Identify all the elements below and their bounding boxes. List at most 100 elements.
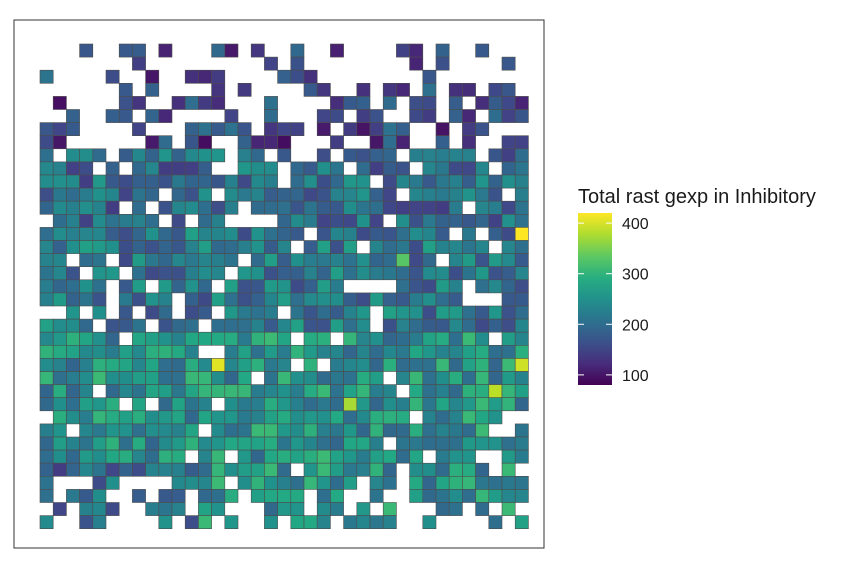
heatmap-tile [264, 410, 278, 425]
legend-tick-label: 400 [622, 216, 649, 233]
heatmap-tile [66, 305, 80, 320]
heatmap-tile [409, 489, 424, 503]
heatmap-tile [514, 305, 529, 320]
heatmap-tile [435, 371, 450, 385]
heatmap-tile [396, 318, 410, 333]
heatmap-tile [132, 436, 146, 451]
heatmap-tile [501, 344, 516, 359]
heatmap-tile [501, 462, 516, 477]
heatmap-tile [475, 384, 490, 399]
heatmap-tile [422, 397, 437, 412]
heatmap-tile [79, 161, 94, 176]
heatmap-tile [475, 489, 490, 503]
heatmap-tile [303, 292, 318, 307]
heatmap-tile [343, 410, 358, 425]
heatmap-tile [382, 423, 397, 438]
heatmap-tile [105, 502, 120, 516]
heatmap-tile [448, 109, 463, 123]
heatmap-tile [277, 187, 292, 202]
heatmap-tile [382, 253, 397, 268]
heatmap-tile [448, 384, 463, 399]
heatmap-tile [184, 371, 199, 385]
heatmap-tile [356, 148, 371, 163]
heatmap-tile [409, 462, 424, 477]
heatmap-tile [66, 292, 80, 307]
heatmap-tile [237, 397, 252, 412]
heatmap-tile [475, 266, 490, 281]
heatmap-tile [145, 436, 160, 451]
heatmap-tile [118, 358, 133, 372]
heatmap-tile [66, 161, 80, 176]
heatmap-tile [290, 410, 305, 425]
heatmap-tile [145, 227, 160, 241]
heatmap-tile [158, 240, 173, 254]
heatmap-tile [435, 318, 450, 333]
heatmap-tile [435, 227, 450, 241]
heatmap-tile [118, 253, 133, 268]
heatmap-tile [250, 266, 265, 281]
heatmap-tile [145, 135, 160, 150]
heatmap-tile [343, 253, 358, 268]
heatmap-tile [224, 227, 239, 241]
heatmap-tile [118, 109, 133, 123]
heatmap-tile [501, 109, 516, 123]
heatmap-tile [382, 358, 397, 372]
heatmap-tile [501, 200, 516, 215]
heatmap-tile [132, 279, 146, 294]
heatmap-tile [462, 109, 476, 123]
heatmap-tile [224, 305, 239, 320]
heatmap-tile [435, 214, 450, 228]
heatmap-tile [250, 489, 265, 503]
heatmap-tile [422, 515, 437, 529]
heatmap-tile [396, 214, 410, 228]
heatmap-tile [171, 423, 186, 438]
heatmap-tile [39, 384, 54, 399]
heatmap-tile [330, 423, 344, 438]
heatmap-tile [118, 279, 133, 294]
heatmap-tile [409, 475, 424, 490]
heatmap-tile [211, 489, 226, 503]
heatmap-tile [79, 515, 94, 529]
heatmap-tile [448, 475, 463, 490]
heatmap-tile [330, 502, 344, 516]
heatmap-tile [211, 410, 226, 425]
heatmap-tile [422, 214, 437, 228]
heatmap-tile [264, 318, 278, 333]
heatmap-tile [369, 266, 384, 281]
heatmap-tile [52, 96, 67, 110]
heatmap-tile [66, 489, 80, 503]
heatmap-tile [277, 122, 292, 136]
heatmap-tile [422, 423, 437, 438]
heatmap-tile [198, 462, 212, 477]
heatmap-tile [39, 292, 54, 307]
heatmap-tile [264, 371, 278, 385]
heatmap-tile [264, 489, 278, 503]
heatmap-tile [39, 344, 54, 359]
heatmap-tile [277, 384, 292, 399]
heatmap-tile [422, 148, 437, 163]
heatmap-tile [118, 187, 133, 202]
heatmap-tile [158, 436, 173, 451]
heatmap-tile [237, 148, 252, 163]
heatmap-tile [184, 253, 199, 268]
heatmap-tile [171, 227, 186, 241]
heatmap-tile [277, 449, 292, 464]
heatmap-tile [316, 515, 331, 529]
heatmap-tile [514, 344, 529, 359]
heatmap-tile [382, 305, 397, 320]
heatmap-tile [330, 227, 344, 241]
heatmap-tile [409, 109, 424, 123]
heatmap-tile [132, 43, 146, 58]
heatmap-tile [171, 344, 186, 359]
heatmap-tile [435, 475, 450, 490]
heatmap-tile [382, 397, 397, 412]
heatmap-tile [171, 174, 186, 189]
heatmap-tile [171, 331, 186, 346]
heatmap-tile [171, 279, 186, 294]
heatmap-tile [303, 410, 318, 425]
heatmap-tile [198, 279, 212, 294]
heatmap-tile [435, 43, 450, 58]
heatmap-tile [356, 384, 371, 399]
heatmap-tile [488, 187, 503, 202]
heatmap-tile [382, 227, 397, 241]
